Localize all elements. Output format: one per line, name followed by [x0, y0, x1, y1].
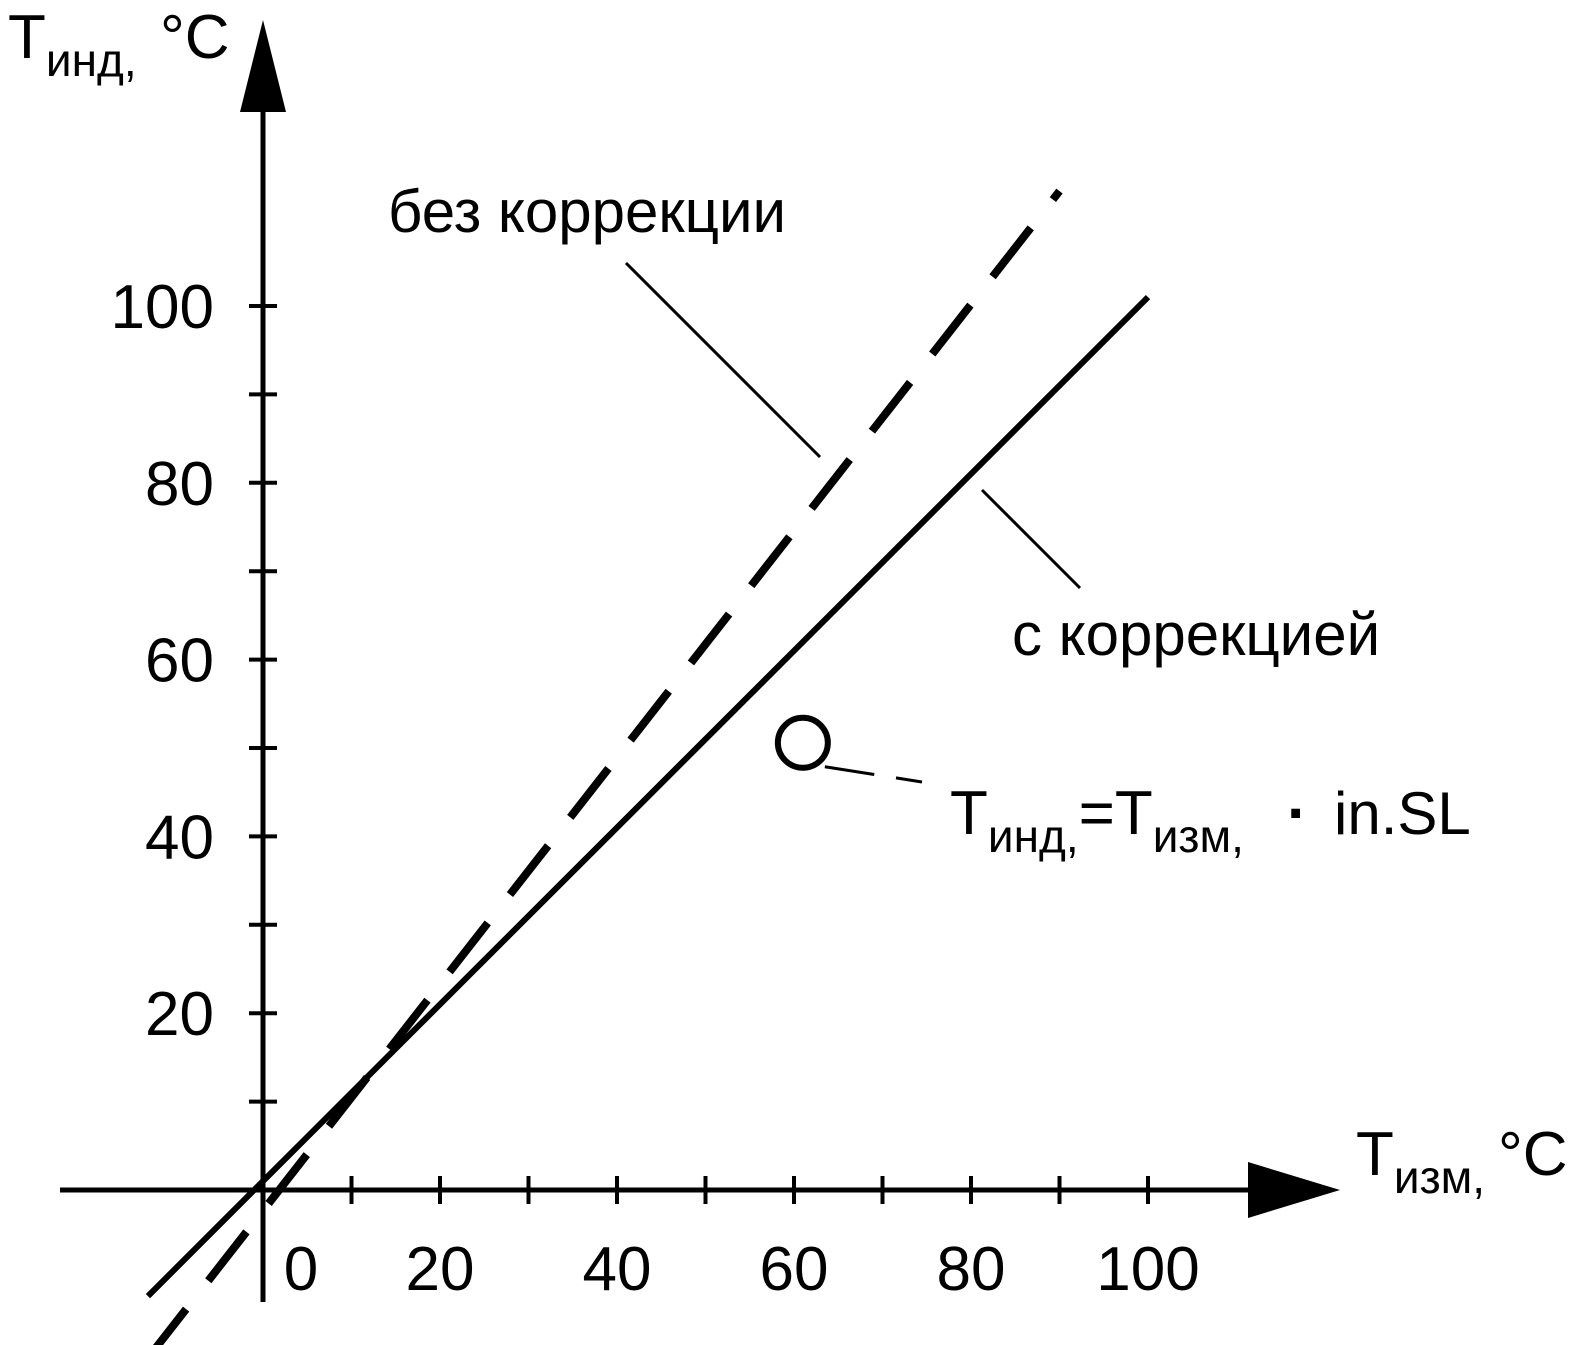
y-axis-title-sub: инд,	[46, 34, 137, 86]
formula-sub2: изм,	[1153, 810, 1244, 862]
y-ticks: 20 40 60 80 100	[111, 273, 277, 1104]
y-axis-title: Tинд,	[8, 3, 137, 86]
formula-t2: T	[1115, 779, 1153, 848]
formula-eq: =	[1079, 779, 1115, 848]
x-axis-title: Tизм,	[1356, 1120, 1485, 1203]
y-tick-label: 100	[111, 273, 214, 342]
calibration-point-marker	[774, 714, 831, 771]
formula-dot: ·	[1287, 779, 1308, 848]
x-axis-title-main: T	[1356, 1120, 1394, 1189]
x-tick-label: 100	[1096, 1235, 1199, 1304]
x-tick-label: 40	[583, 1235, 652, 1304]
y-axis-unit: °C	[160, 3, 230, 72]
x-tick-label: 0	[284, 1235, 318, 1304]
x-ticks: 0 20 40 60 80 100	[284, 1176, 1200, 1304]
formula-sub1: инд,	[988, 810, 1079, 862]
leader-no-correction	[624, 261, 822, 459]
x-axis-title-sub: изм,	[1394, 1151, 1485, 1203]
x-tick-label: 20	[406, 1235, 475, 1304]
y-tick-label: 60	[145, 627, 214, 696]
series-with-correction-line	[145, 295, 1151, 1299]
formula-param: in.SL	[1334, 780, 1471, 847]
annotations: без коррекции с коррекцией Tинд,=Tизм, ·…	[8, 3, 1568, 1203]
label-no-correction: без коррекции	[388, 178, 786, 245]
x-axis-unit: °C	[1498, 1120, 1568, 1189]
formula-label: Tинд,=Tизм,	[950, 779, 1244, 862]
y-tick-label: 80	[145, 450, 214, 519]
y-tick-label: 20	[145, 980, 214, 1049]
label-with-correction: с коррекцией	[1012, 601, 1380, 668]
series-no-correction-line	[152, 188, 1063, 1345]
y-tick-label: 40	[145, 803, 214, 872]
marker-group	[774, 714, 923, 784]
leader-marker-formula	[824, 765, 923, 784]
series-group	[145, 188, 1151, 1345]
formula-t1: T	[950, 779, 988, 848]
x-tick-label: 80	[937, 1235, 1006, 1304]
y-axis-title-main: T	[8, 3, 46, 72]
y-axis-arrow	[240, 20, 286, 112]
leader-with-correction	[980, 488, 1082, 590]
x-tick-label: 60	[760, 1235, 829, 1304]
x-axis-arrow	[1248, 1162, 1340, 1218]
